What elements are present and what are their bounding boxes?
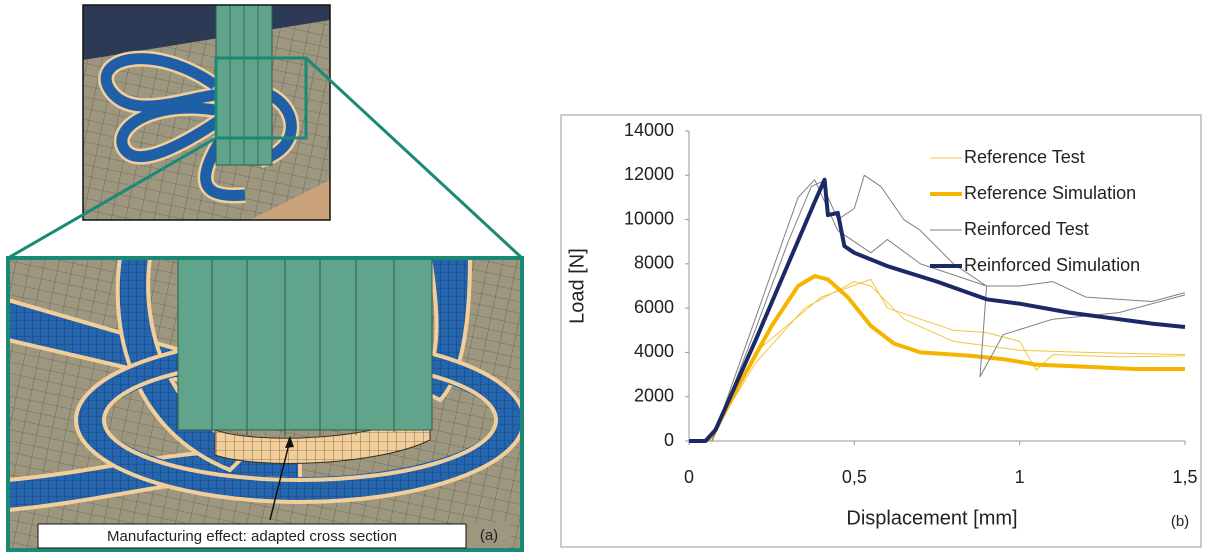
x-tick-label: 1,5 bbox=[1172, 467, 1197, 487]
x-tick-label: 0 bbox=[684, 467, 694, 487]
mesh-overview bbox=[83, 5, 330, 220]
panel-label: (a) bbox=[480, 527, 498, 544]
legend-label: Reinforced Simulation bbox=[964, 255, 1140, 275]
y-tick-label: 14000 bbox=[624, 120, 674, 140]
y-tick-label: 2000 bbox=[634, 385, 674, 405]
page: {"panel_a": {"annotation": "Manufacturin… bbox=[0, 0, 1206, 553]
y-tick-label: 10000 bbox=[624, 208, 674, 228]
legend-label: Reinforced Test bbox=[964, 219, 1089, 239]
y-tick-label: 0 bbox=[664, 430, 674, 450]
panel-label: (b) bbox=[1171, 513, 1189, 530]
figure: Manufacturing effect: adapted cross sect… bbox=[0, 0, 1206, 553]
mesh-detail bbox=[8, 258, 524, 550]
y-tick-label: 8000 bbox=[634, 253, 674, 273]
x-tick-label: 1 bbox=[1015, 467, 1025, 487]
annotation: Manufacturing effect: adapted cross sect… bbox=[107, 528, 397, 545]
legend-label: Reference Test bbox=[964, 147, 1085, 167]
x-tick-label: 0,5 bbox=[842, 467, 867, 487]
legend-label: Reference Simulation bbox=[964, 183, 1136, 203]
y-tick-label: 4000 bbox=[634, 341, 674, 361]
y-axis-label: Load [N] bbox=[566, 248, 588, 324]
y-tick-label: 12000 bbox=[624, 164, 674, 184]
x-axis-label: Displacement [mm] bbox=[846, 507, 1017, 529]
y-tick-label: 6000 bbox=[634, 297, 674, 317]
